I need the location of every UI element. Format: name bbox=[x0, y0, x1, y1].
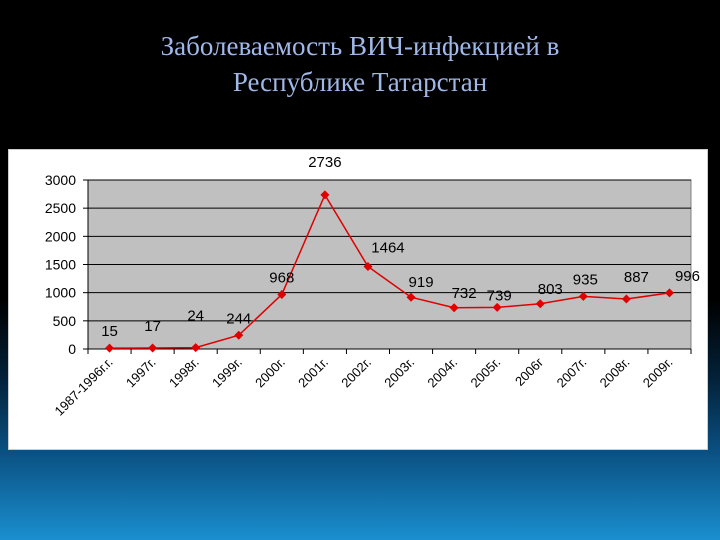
x-tick-label: 2007г. bbox=[554, 355, 590, 391]
data-label: 935 bbox=[573, 271, 598, 288]
x-tick-label: 1997г. bbox=[123, 355, 159, 391]
data-point-marker bbox=[105, 343, 115, 353]
data-point-marker bbox=[148, 343, 158, 353]
data-label: 1464 bbox=[371, 240, 404, 257]
x-tick-label: 2006г bbox=[512, 354, 547, 389]
data-point-marker bbox=[535, 299, 545, 309]
data-point-marker bbox=[621, 294, 631, 304]
x-tick-label: 2009г. bbox=[640, 355, 676, 391]
data-point-marker bbox=[664, 288, 674, 298]
x-tick-label: 1987-1996г.г. bbox=[52, 355, 116, 419]
y-tick-label: 1500 bbox=[45, 257, 76, 273]
data-label: 17 bbox=[144, 318, 161, 335]
data-label: 15 bbox=[101, 323, 118, 340]
x-tick-label: 2001г. bbox=[295, 355, 331, 391]
slide-title: Заболеваемость ВИЧ-инфекцией в Республик… bbox=[0, 28, 720, 100]
x-tick-label: 1998г. bbox=[166, 355, 202, 391]
y-tick-label: 1000 bbox=[45, 285, 76, 301]
slide-title-line-2: Республике Татарстан bbox=[232, 67, 488, 97]
data-point-marker bbox=[277, 289, 287, 299]
x-tick-label: 2005г. bbox=[467, 355, 503, 391]
x-tick-label: 2003г. bbox=[381, 355, 417, 391]
series-line bbox=[109, 193, 670, 349]
data-label: 887 bbox=[624, 269, 649, 286]
y-tick-label: 2500 bbox=[45, 200, 76, 216]
data-label: 732 bbox=[452, 285, 477, 302]
data-label: 739 bbox=[487, 287, 512, 304]
data-point-marker bbox=[191, 343, 201, 353]
data-point-marker bbox=[578, 291, 588, 301]
data-point-marker bbox=[320, 190, 330, 200]
data-point-marker bbox=[406, 292, 416, 302]
data-point-marker bbox=[492, 302, 502, 312]
data-label: 803 bbox=[538, 281, 563, 298]
x-tick-label: 2000г. bbox=[252, 355, 288, 391]
data-label: 968 bbox=[269, 269, 294, 286]
y-tick-label: 500 bbox=[53, 313, 77, 329]
data-point-marker bbox=[363, 262, 373, 272]
x-tick-label: 2002г. bbox=[338, 355, 374, 391]
data-label: 24 bbox=[187, 308, 204, 325]
y-tick-label: 3000 bbox=[45, 172, 76, 188]
x-tick-label: 2004г. bbox=[424, 355, 460, 391]
data-label: 244 bbox=[226, 310, 251, 327]
x-tick-label: 2008г. bbox=[597, 355, 633, 391]
chart-panel: 0 500 1000 1500 2000 2500 3000 1987-1996г.г. 199… bbox=[8, 149, 708, 450]
y-tick-label: 2000 bbox=[45, 228, 76, 244]
y-tick-label: 0 bbox=[68, 341, 76, 357]
data-point-marker bbox=[234, 330, 244, 340]
slide-title-line-1: Заболеваемость ВИЧ-инфекцией в bbox=[160, 31, 560, 61]
data-label: 2736 bbox=[308, 154, 341, 171]
data-point-marker bbox=[449, 303, 459, 313]
x-tick-label: 1999г. bbox=[209, 355, 245, 391]
data-label: 996 bbox=[675, 268, 700, 285]
data-label: 919 bbox=[409, 274, 434, 291]
